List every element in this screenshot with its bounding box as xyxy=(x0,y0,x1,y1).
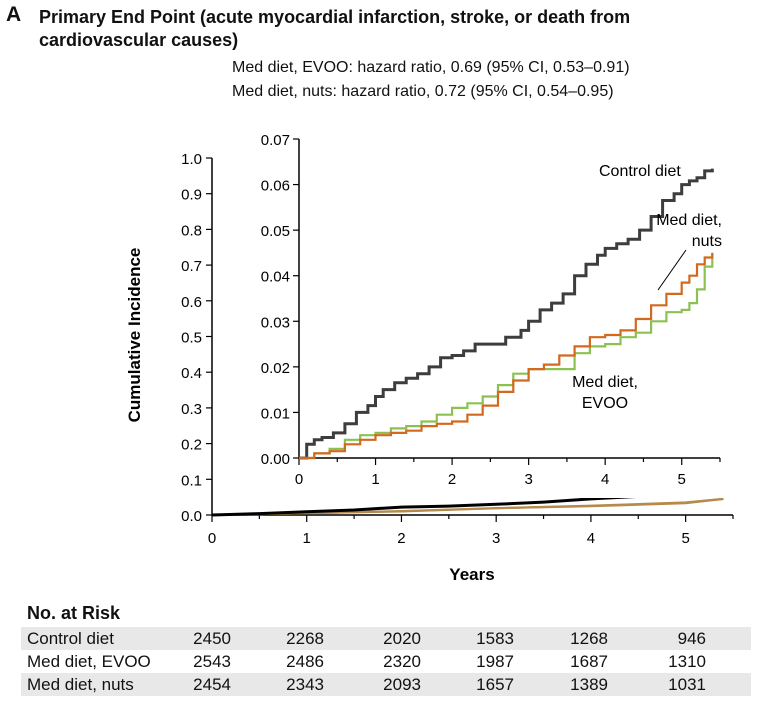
risk-cell: 1583 xyxy=(476,629,514,648)
risk-cell: 2543 xyxy=(193,652,231,671)
hazard-ratio-nuts: Med diet, nuts: hazard ratio, 0.72 (95% … xyxy=(232,83,614,100)
main-y-tick-label: 0.8 xyxy=(181,222,202,239)
main-x-tick-label: 3 xyxy=(492,530,500,547)
risk-cell: 2450 xyxy=(193,629,231,648)
inset-annotations: Control diet Med diet, nuts Med diet, EVOO xyxy=(572,163,722,412)
inset-x-tick-label: 4 xyxy=(601,471,609,488)
x-axis-label: Years xyxy=(449,565,494,584)
main-y-tick-label: 0.2 xyxy=(181,437,202,454)
risk-cell: 1987 xyxy=(476,652,514,671)
main-x-tick-label: 2 xyxy=(397,530,405,547)
main-x-tick-label: 0 xyxy=(208,530,216,547)
annotation-evoo-line1: Med diet, xyxy=(572,374,638,391)
main-y-tick-label: 1.0 xyxy=(181,151,202,168)
risk-cell: 1657 xyxy=(476,675,514,694)
main-y-tick-label: 0.1 xyxy=(181,472,202,489)
risk-cell: 2093 xyxy=(383,675,421,694)
risk-cell: 2320 xyxy=(383,652,421,671)
main-y-tick-label: 0.7 xyxy=(181,258,202,275)
risk-cell: 1310 xyxy=(668,652,706,671)
risk-table-row: Control diet 2450 2268 2020 1583 1268 946 xyxy=(21,627,751,650)
main-y-tick-label: 0.5 xyxy=(181,330,202,347)
inset-y-tick-label: 0.00 xyxy=(261,451,290,468)
inset-y-tick-label: 0.01 xyxy=(261,405,290,422)
main-y-tick-label: 0.6 xyxy=(181,294,202,311)
risk-cell: 2454 xyxy=(193,675,231,694)
risk-cell: 946 xyxy=(677,629,706,648)
inset-x-tick-label: 3 xyxy=(524,471,532,488)
chart-title: Primary End Point (acute myocardial infa… xyxy=(39,7,631,50)
annotation-nuts-line1: Med diet, xyxy=(656,212,722,229)
risk-cell: 2268 xyxy=(286,629,324,648)
risk-table-row: Med diet, nuts 2454 2343 2093 1657 1389 1031 xyxy=(21,673,751,696)
inset-x-tick-label: 0 xyxy=(295,471,303,488)
inset-y-tick-label: 0.03 xyxy=(261,314,290,331)
risk-cell: 2486 xyxy=(286,652,324,671)
inset-y-tick-label: 0.05 xyxy=(261,223,290,240)
main-x-tick-label: 1 xyxy=(303,530,311,547)
risk-cell: 1687 xyxy=(570,652,608,671)
main-x-tick-label: 4 xyxy=(587,530,595,547)
risk-cell: 1031 xyxy=(668,675,706,694)
annotation-nuts-leader xyxy=(657,249,687,291)
inset-y-tick-label: 0.02 xyxy=(261,360,290,377)
main-y-tick-label: 0.0 xyxy=(181,508,202,525)
inset-series-line xyxy=(299,252,714,460)
main-x-tick-label: 5 xyxy=(681,530,689,547)
main-y-tick-label: 0.4 xyxy=(181,365,202,382)
main-axes: 0.0 0.1 0.2 0.3 0.4 0.5 0.6 0.7 0.8 0.9 1.0 0 1 2 3 4 5 xyxy=(181,151,734,547)
risk-row-label: Med diet, nuts xyxy=(27,675,134,694)
risk-cell: 1268 xyxy=(570,629,608,648)
annotation-control: Control diet xyxy=(599,163,681,180)
inset-y-tick-label: 0.06 xyxy=(261,178,290,195)
annotation-nuts-line2: nuts xyxy=(692,233,722,250)
annotation-evoo-line2: EVOO xyxy=(582,395,628,412)
inset-x-tick-label: 5 xyxy=(678,471,686,488)
inset-x-tick-label: 1 xyxy=(371,471,379,488)
inset-series-line xyxy=(299,168,714,460)
risk-row-label: Control diet xyxy=(27,629,114,648)
km-chart: 0.00.10.20.30.40.50.60.70.80.91.00 1 2 3 4 5 … xyxy=(125,132,734,584)
main-y-tick-label: 0.9 xyxy=(181,187,202,204)
risk-table-row: Med diet, EVOO 2543 2486 2320 1987 1687 1310 xyxy=(21,650,751,673)
hazard-ratio-evoo: Med diet, EVOO: hazard ratio, 0.69 (95% … xyxy=(232,59,630,76)
risk-row-label: Med diet, EVOO xyxy=(27,652,151,671)
inset-x-tick-label: 2 xyxy=(448,471,456,488)
inset-y-tick-label: 0.07 xyxy=(261,132,290,149)
risk-cell: 2343 xyxy=(286,675,324,694)
risk-cell: 2020 xyxy=(383,629,421,648)
inset-y-tick-label: 0.04 xyxy=(261,269,290,286)
risk-cell: 1389 xyxy=(570,675,608,694)
y-axis-label: Cumulative Incidence xyxy=(125,248,144,423)
inset-lines xyxy=(299,168,714,460)
panel-label: A xyxy=(6,3,22,26)
risk-table-title: No. at Risk xyxy=(27,603,121,623)
main-y-tick-label: 0.3 xyxy=(181,401,202,418)
